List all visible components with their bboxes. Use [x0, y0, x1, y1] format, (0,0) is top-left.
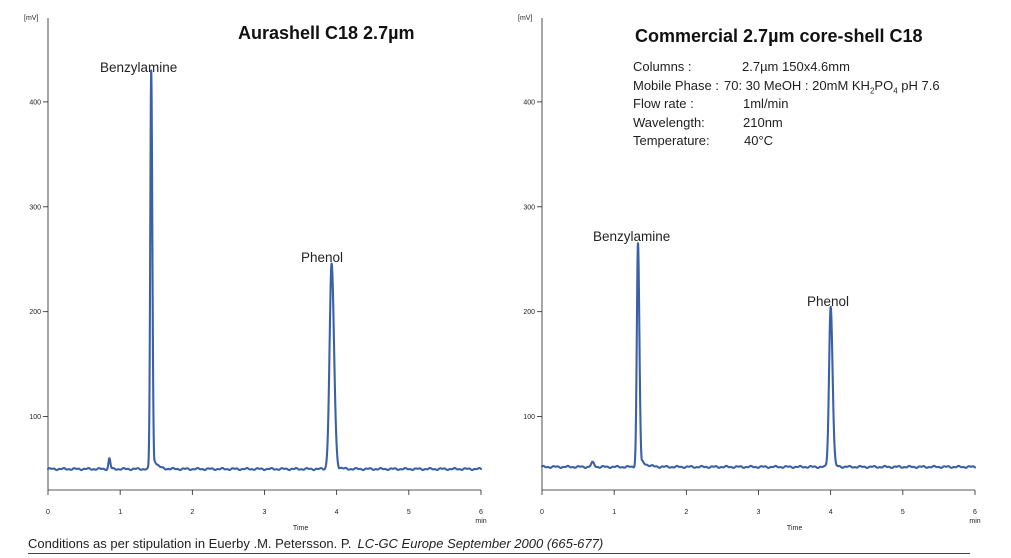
x-tick-label: 1	[612, 509, 616, 516]
peak-label-benzylamine: Benzylamine	[100, 60, 178, 75]
y-tick-label: 400	[29, 99, 41, 106]
axis-lines	[47, 18, 481, 491]
x-tick-label: 4	[829, 509, 833, 516]
chromatogram-plot: [mV] 100 200 300 400 0 1 2 3 4 5 6 min Time	[518, 15, 981, 532]
footer-note: Conditions as per stipulation in Euerby …	[28, 536, 603, 551]
x-axis-unit: min	[969, 518, 980, 525]
condition-key: Wavelength:	[633, 114, 705, 130]
chromatogram-plot: [mV] 100 200 300 400 0 1 2 3 4 5 6 min Time	[24, 15, 487, 532]
condition-key: Mobile Phase :	[633, 77, 719, 93]
chromatogram-trace	[540, 242, 977, 470]
x-tick-label: 1	[118, 509, 122, 516]
x-tick-label: 5	[901, 509, 905, 516]
condition-key: Flow rate :	[633, 96, 694, 112]
x-tick-label: 3	[757, 509, 761, 516]
x-tick-label: 6	[973, 509, 977, 516]
chart-title: Aurashell C18 2.7µm	[238, 23, 415, 43]
footer-divider	[28, 553, 970, 554]
chromatogram-trace	[46, 69, 483, 472]
peak-label-phenol: Phenol	[807, 294, 850, 309]
x-tick-label: 0	[46, 509, 50, 516]
y-tick-label: 200	[29, 309, 41, 316]
x-tick-label: 2	[190, 509, 194, 516]
y-tick-label: 100	[29, 414, 41, 421]
x-axis-unit: min	[475, 518, 486, 525]
condition-value: 1ml/min	[743, 96, 789, 112]
y-tick-label: 300	[29, 204, 41, 211]
x-tick-label: 0	[540, 509, 544, 516]
y-tick-label: 400	[523, 99, 535, 106]
condition-key: Temperature:	[633, 133, 710, 149]
y-tick-label: 200	[523, 309, 535, 316]
y-tick-label: 300	[523, 204, 535, 211]
y-axis-unit: [mV]	[518, 15, 532, 22]
chart-title: Commercial 2.7µm core-shell C18	[635, 26, 923, 46]
x-tick-label: 6	[479, 509, 483, 516]
y-tick-label: 100	[523, 414, 535, 421]
footer-text: Conditions as per stipulation in Euerby …	[28, 536, 352, 551]
y-axis-unit: [mV]	[24, 15, 38, 22]
peak-label-phenol: Phenol	[301, 250, 344, 265]
condition-value: 40°C	[744, 133, 774, 149]
condition-value: 2.7µm 150x4.6mm	[742, 59, 850, 74]
peak-label-benzylamine: Benzylamine	[593, 229, 671, 244]
condition-value: 70: 30 MeOH : 20mM KH2PO4 pH 7.6	[724, 77, 940, 96]
condition-key: Columns :	[633, 59, 692, 74]
x-axis-label: Time	[293, 525, 308, 532]
x-tick-label: 2	[684, 509, 688, 516]
x-tick-label: 4	[335, 509, 339, 516]
chromatogram-aurashell: [mV] 100 200 300 400 0 1 2 3 4 5 6 min Time Aurashell…	[0, 0, 500, 540]
x-tick-label: 3	[263, 509, 267, 516]
condition-value: 210nm	[743, 114, 783, 130]
x-tick-label: 5	[407, 509, 411, 516]
footer-reference: LC-GC Europe September 2000 (665-677)	[357, 536, 604, 551]
x-axis-label: Time	[787, 525, 802, 532]
chromatogram-commercial: [mV] 100 200 300 400 0 1 2 3 4 5 6 min Time Commercia…	[500, 0, 1011, 540]
